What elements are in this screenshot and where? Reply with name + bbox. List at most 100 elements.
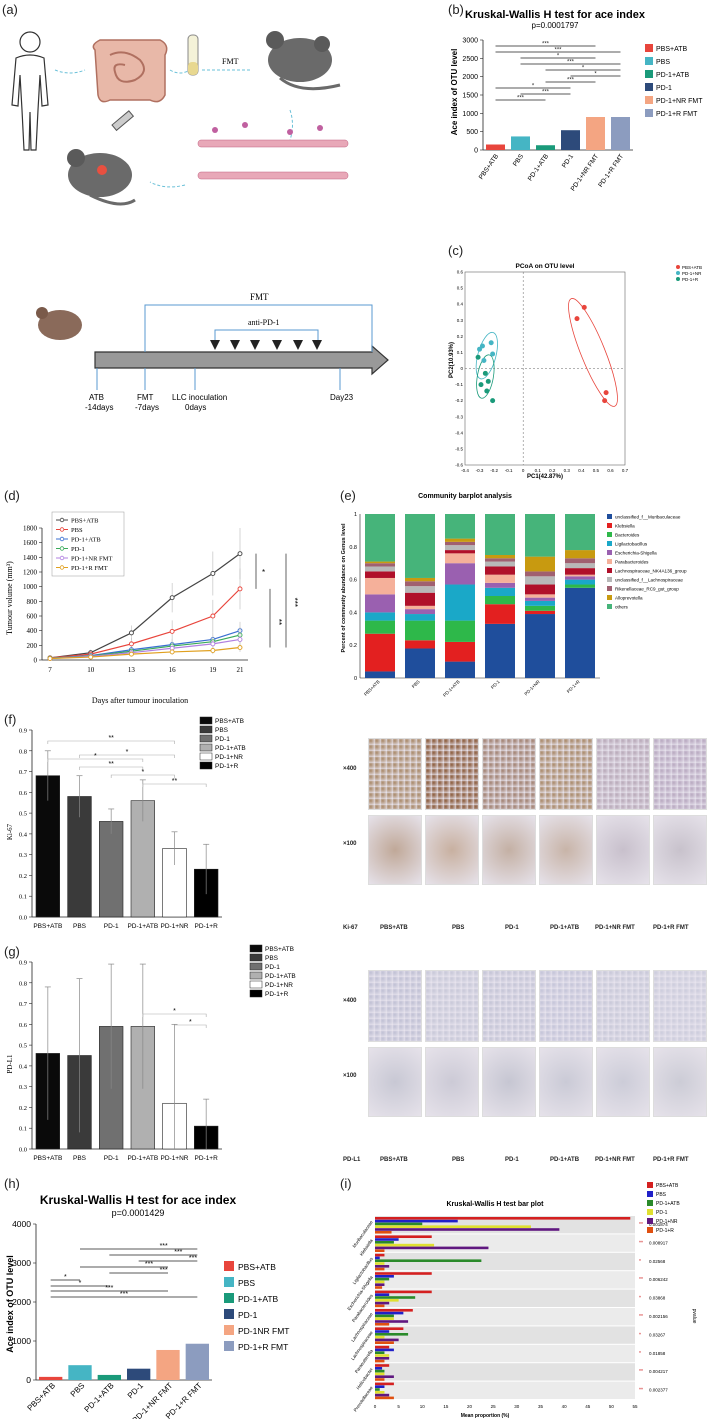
panel-label-f: (f) <box>4 712 17 727</box>
chart-d-ytick-label: 1400 <box>23 554 38 562</box>
chart-i-legend-swatch <box>647 1218 653 1224</box>
chart-g-legend-label: PBS+ATB <box>265 946 294 953</box>
chart-e-bar-segment <box>405 581 435 587</box>
chart-i-bar <box>375 1259 482 1262</box>
chart-e-ytick-label: 0.6 <box>349 578 357 584</box>
g-ihc-x100-1 <box>425 1047 479 1117</box>
chart-e-bar-segment <box>485 604 515 624</box>
chart-e-bar-segment <box>365 561 395 564</box>
chart-i-bar <box>375 1388 380 1391</box>
chart-e-legend-label: unclassified_f__Lachnospiraceae <box>615 578 683 583</box>
chart-d-legend-marker <box>59 527 65 532</box>
chart-d-point <box>210 613 216 619</box>
chart-i-bar <box>375 1372 385 1376</box>
chart-i-bar <box>375 1296 416 1299</box>
chart-e-bar-segment <box>525 600 555 606</box>
chart-i-bar <box>375 1256 380 1260</box>
chart-d-point <box>169 595 175 601</box>
chart-i-side-label: pvalue <box>691 1309 697 1324</box>
chart-i-bar <box>375 1235 432 1238</box>
chart-f-xtick-label: PD-1+ATB <box>127 923 158 930</box>
chart-i-legend-label: PD-1+R <box>656 1228 674 1234</box>
chart-f-xtick-label: PD-1 <box>104 923 119 930</box>
chart-f-sig-line <box>47 740 175 744</box>
chart-i-bar <box>375 1267 385 1271</box>
chart-b-xtick-label: PBS <box>512 153 526 168</box>
f-ihc-x100-0 <box>368 815 422 885</box>
chart-e-ytick-label: 0 <box>354 676 357 682</box>
g-ihc-x100-4 <box>596 1047 650 1117</box>
chart-b-ytick-label: 2500 <box>462 56 478 63</box>
chart-e-bar-segment <box>365 612 395 621</box>
chart-c-legend-swatch <box>676 277 680 281</box>
chart-b-bar <box>611 117 630 150</box>
chart-d-sig-label: *** <box>290 598 299 607</box>
chart-e-legend-label: Escherichia-Shigella <box>615 551 657 556</box>
chart-i-bar <box>375 1382 394 1386</box>
chart-i-bar <box>375 1314 394 1318</box>
chart-c-xtick-label: 0.1 <box>535 468 542 473</box>
chart-i-legend-swatch <box>647 1191 653 1197</box>
ihc-g-group-3: PD-1+ATB <box>550 1157 580 1163</box>
chart-c-ytick-label: -0.4 <box>455 430 463 435</box>
chart-g-sig-line <box>174 1024 207 1028</box>
chart-e-legend-swatch <box>607 595 612 600</box>
chart-c-xtick-label: 0 <box>522 468 525 473</box>
chart-c-ytick-label: -0.3 <box>455 414 463 419</box>
chart-i-bar <box>375 1286 383 1289</box>
chart-h-sig-label: *** <box>160 1243 168 1250</box>
chart-i-bar <box>375 1330 390 1333</box>
f-ihc-x100-3 <box>539 815 593 885</box>
chart-i-bar <box>375 1378 385 1381</box>
chart-i-taxon-label: Prevotellaceae <box>353 1385 374 1413</box>
chart-c-xtick-label: -0.1 <box>505 468 513 473</box>
chart-d-ytick-label: 1000 <box>23 583 38 591</box>
panel-label-c: (c) <box>448 243 464 258</box>
chart-d-legend-marker <box>59 536 65 542</box>
chart-f-sig-label: ** <box>172 778 178 785</box>
chart-i-stars: ** <box>639 1240 643 1246</box>
chart-c-point <box>602 398 608 404</box>
chart-e-bar-segment <box>565 568 595 575</box>
chart-e-legend-swatch <box>607 568 612 573</box>
f-ihc-x100-4 <box>596 815 650 885</box>
chart-i-bar <box>375 1290 432 1294</box>
chart-c-ellipse-nr <box>475 331 498 380</box>
chart-d-line <box>49 646 241 660</box>
chart-e-legend-swatch <box>607 523 612 528</box>
chart-e-bar-segment <box>405 586 435 593</box>
ihc-g-mag-100: ×100 <box>343 1073 357 1079</box>
chart-c-xtick-label: 0.2 <box>549 468 556 473</box>
chart-i-row-bg <box>375 1271 635 1289</box>
chart-d-xlabel: Days after tumour inoculation <box>92 696 188 705</box>
f-ihc-x400-0 <box>368 738 422 810</box>
g-ihc-x100-3 <box>539 1047 593 1117</box>
chart-i-bar <box>375 1396 394 1400</box>
chart-c-point <box>485 378 491 384</box>
chart-i-bar <box>375 1293 390 1296</box>
chart-e-bar-segment <box>565 587 595 678</box>
chart-g-xtick-label: PD-1+NR <box>161 1155 189 1162</box>
chart-f-ytick-label: 0.9 <box>19 728 27 735</box>
chart-d-line <box>49 553 241 659</box>
chart-f-bar <box>99 821 124 918</box>
chart-h-title: Kruskal-Wallis H test for ace index <box>40 1193 237 1207</box>
chart-c-ytick-label: 0.6 <box>457 270 464 275</box>
chart-b-bar <box>561 130 580 150</box>
chart-f-legend-swatch <box>199 734 213 743</box>
chart-e-ytick-label: 0.2 <box>349 643 357 649</box>
chart-i-legend-swatch <box>647 1227 653 1233</box>
chart-c-xtick-label: 0.5 <box>593 468 600 473</box>
chart-e-bar-segment <box>525 584 555 595</box>
chart-i-bar <box>375 1338 399 1342</box>
ihc-f-group-5: PD-1+R FMT <box>653 925 689 931</box>
chart-h-sig-label: * <box>64 1274 67 1281</box>
chart-b-ylabel: Ace index of OTU level <box>450 49 459 136</box>
chart-b-sig-label: *** <box>567 78 575 84</box>
chart-i-bar <box>375 1359 385 1363</box>
chart-f-legend-label: PD-1+ATB <box>215 745 246 752</box>
chart-i-stars: * <box>639 1332 641 1338</box>
chart-f-xtick-label: PBS+ATB <box>33 923 62 930</box>
chart-d-xtick-label: 13 <box>128 666 136 674</box>
chart-f-ytick-label: 0.5 <box>19 811 27 818</box>
